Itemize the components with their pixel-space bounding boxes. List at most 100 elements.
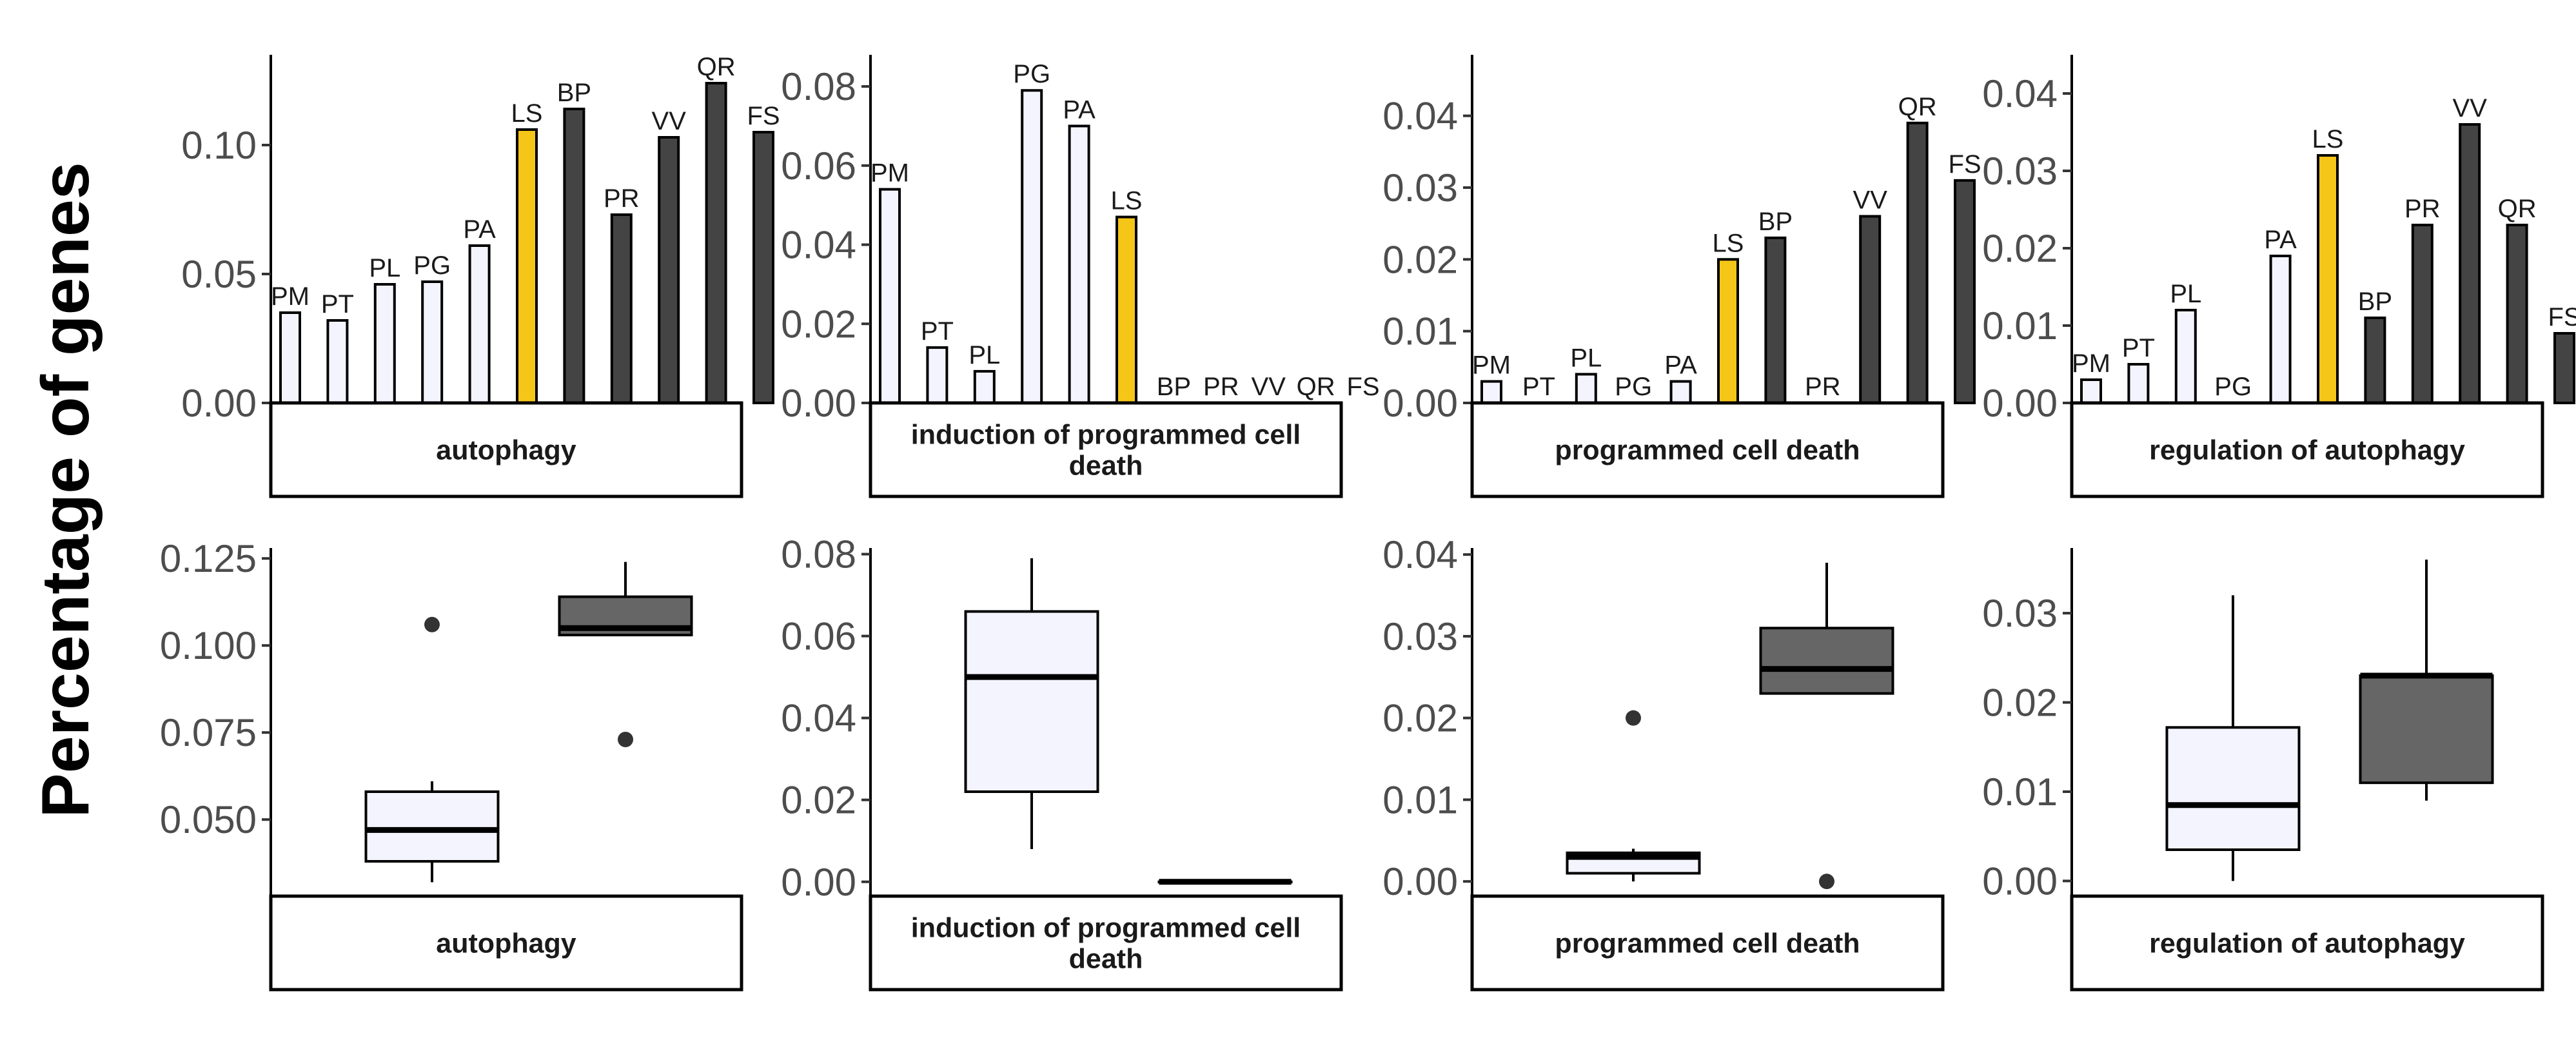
y-tick-label: 0.02	[1982, 227, 2058, 270]
bar-fs	[1954, 179, 1976, 404]
bar-label-pg: PG	[413, 251, 451, 280]
facet-strip: regulation of autophagy	[2070, 401, 2544, 498]
y-tick-label: 0.02	[1382, 238, 1458, 281]
box-plant	[364, 616, 500, 883]
bar-qr	[2506, 224, 2528, 404]
box-iqr	[2165, 726, 2301, 852]
bar-label-ls: LS	[511, 99, 543, 128]
y-tick-label: 0.00	[1982, 859, 2058, 903]
box-iqr	[1759, 627, 1894, 695]
bar-label-qr: QR	[1297, 373, 1335, 401]
facet-strip-box	[269, 401, 743, 498]
bar-pg	[421, 280, 444, 404]
facet-strip-box	[2070, 401, 2544, 498]
box-iqr	[364, 790, 500, 863]
y-tick-label: 0.02	[1982, 681, 2058, 725]
bar-ls	[1717, 258, 1739, 404]
bar-label-pr: PR	[1203, 373, 1239, 401]
bar-qr	[1906, 121, 1929, 404]
facet-strip-box	[1470, 401, 1945, 498]
box-outlier	[1626, 710, 1641, 726]
facet-strip-box	[1470, 894, 1945, 992]
y-tick-label: 0.125	[160, 537, 257, 580]
y-tick-label: 0.10	[181, 124, 257, 167]
bar-label-pa: PA	[463, 215, 496, 244]
bar-label-bp: BP	[557, 79, 591, 107]
y-tick-label: 0.03	[1382, 615, 1458, 658]
y-tick-label: 0.00	[1982, 382, 2058, 425]
y-tick-label: 0.08	[781, 65, 856, 108]
bar-label-pm: PM	[1472, 351, 1511, 380]
facet-strip-label: death	[1069, 944, 1143, 975]
y-tick-label: 0.00	[781, 382, 856, 425]
box-plant	[964, 558, 1099, 849]
bar-label-fs: FS	[1346, 373, 1379, 401]
bar-pa	[468, 244, 491, 404]
bar-label-pr: PR	[604, 184, 640, 213]
bar-label-vv: VV	[1853, 186, 1888, 215]
facet-strip-box	[2070, 894, 2544, 992]
bar-pl	[973, 369, 996, 405]
y-tick-label: 0.01	[1382, 778, 1458, 821]
bar-pt	[326, 319, 349, 404]
y-tick-label: 0.00	[781, 861, 856, 904]
box-outlier	[618, 732, 633, 747]
bar-pr	[610, 213, 633, 404]
facet-panels: 0.00 0.05 0.10 PM PT PL PG PA LS BP PR VV QR FS autoph…	[160, 53, 2576, 992]
bar-pm	[1480, 380, 1502, 405]
box-plant	[2165, 595, 2301, 881]
bar-bp	[563, 108, 585, 404]
box-outlier	[1819, 874, 1834, 890]
box-iqr	[2359, 674, 2494, 785]
y-tick-label: 0.04	[1382, 95, 1458, 138]
panel-2: 0.00 0.02 0.04 0.06 0.08 PM PT PL PG PA LS BP PR VV QR…	[781, 55, 1380, 498]
box-other	[558, 562, 693, 747]
box-iqr	[964, 610, 1099, 793]
bar-label-qr: QR	[697, 53, 736, 81]
y-tick-label: 0.00	[1382, 860, 1458, 903]
bar-label-vv: VV	[652, 107, 687, 135]
bar-pa	[1068, 124, 1090, 404]
bar-fs	[2553, 332, 2575, 404]
bar-label-qr: QR	[2498, 195, 2537, 223]
y-tick-label: 0.075	[160, 711, 257, 754]
facet-strip-label: regulation of autophagy	[2149, 928, 2465, 959]
facet-strip: autophagy	[269, 401, 743, 498]
y-tick-label: 0.03	[1382, 166, 1458, 210]
bar-label-pa: PA	[1063, 95, 1096, 124]
facet-strip: regulation of autophagy	[2070, 894, 2544, 992]
bar-label-pl: PL	[968, 341, 1000, 369]
y-tick-label: 0.01	[1382, 310, 1458, 353]
y-tick-label: 0.03	[1982, 592, 2058, 635]
bar-label-pm: PM	[271, 282, 310, 311]
bar-label-pt: PT	[921, 317, 954, 346]
y-tick-label: 0.02	[781, 779, 856, 822]
bar-label-bp: BP	[1758, 208, 1793, 236]
bar-pg	[1021, 89, 1043, 405]
bar-label-fs: FS	[747, 102, 780, 130]
bar-pm	[879, 188, 901, 404]
bar-pl	[373, 283, 396, 404]
y-tick-label: 0.02	[781, 302, 856, 346]
bar-pl	[1575, 373, 1597, 405]
bar-vv	[2459, 123, 2481, 404]
panel-4: 0.00 0.01 0.02 0.03 0.04 PM PT PL PG PA LS BP PR VV QR…	[1982, 55, 2576, 498]
bar-label-fs: FS	[1948, 150, 1981, 179]
y-tick-label: 0.04	[781, 697, 856, 740]
y-tick-label: 0.00	[181, 382, 257, 425]
bar-bp	[2364, 317, 2386, 404]
y-tick-label: 0.08	[781, 533, 856, 576]
bar-label-pg: PG	[1615, 373, 1652, 401]
panel-8: 0.00 0.01 0.02 0.03 regulation of autophagy	[1982, 548, 2544, 992]
facet-strip-label: programmed cell death	[1555, 435, 1860, 466]
facet-strip: autophagy	[269, 894, 743, 992]
box-other	[1157, 879, 1293, 885]
bar-label-vv: VV	[2453, 94, 2488, 122]
y-tick-label: 0.04	[781, 224, 856, 267]
bar-label-bp: BP	[1157, 373, 1191, 401]
facet-strip: programmed cell death	[1470, 401, 1945, 498]
bar-ls	[1116, 215, 1137, 404]
bar-label-pt: PT	[1522, 373, 1555, 401]
